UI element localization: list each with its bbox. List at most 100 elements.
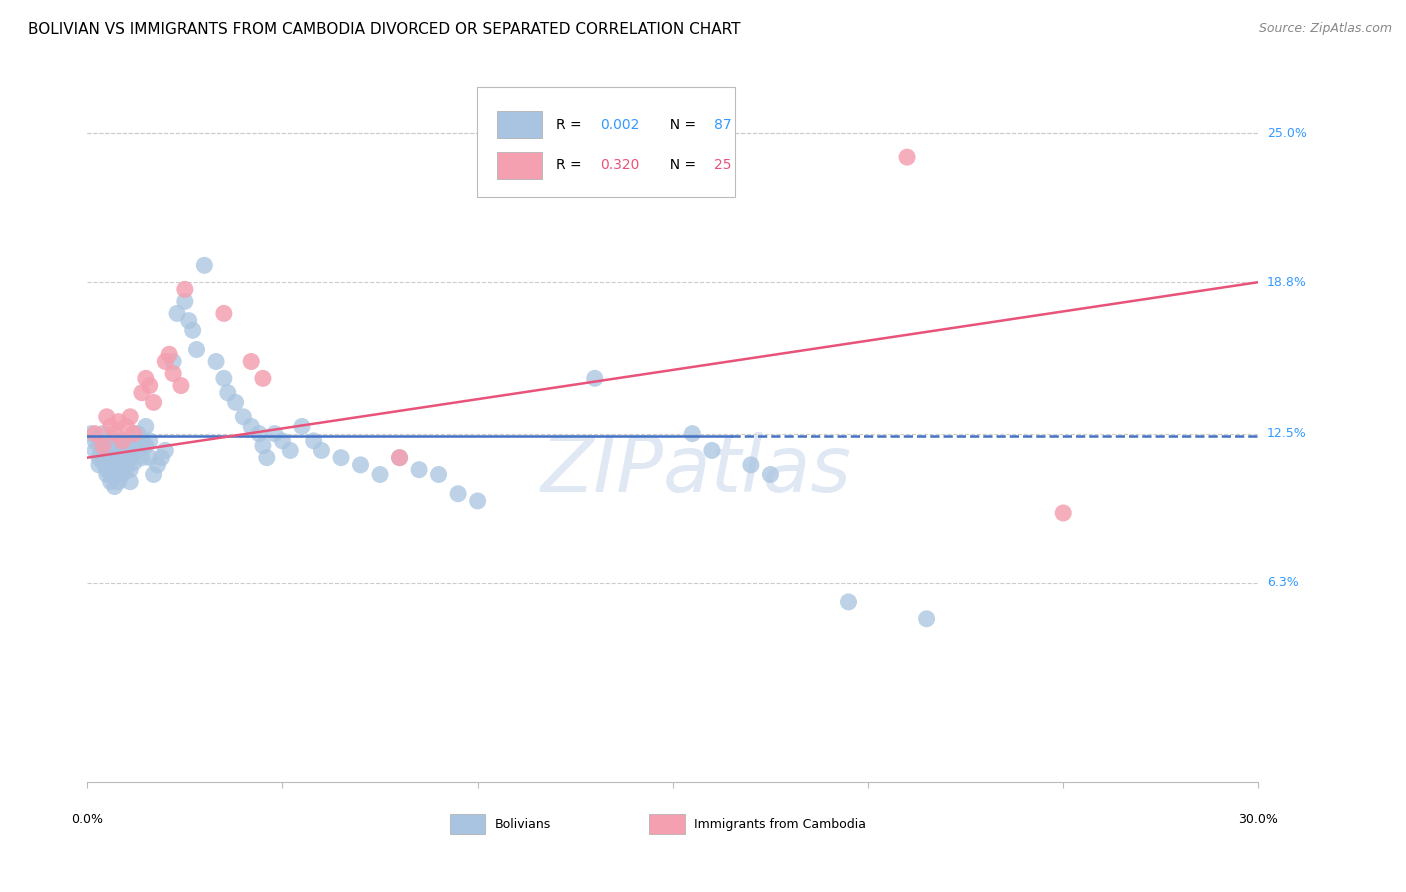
Text: 25: 25 (714, 158, 731, 172)
Point (127, 426, 149, 441)
Point (107, 415, 129, 429)
Point (212, 371, 235, 385)
Point (100, 419, 122, 434)
Point (256, 450, 278, 465)
Point (247, 426, 270, 441)
Point (115, 439, 138, 453)
FancyBboxPatch shape (498, 112, 541, 138)
Point (681, 426, 703, 441)
Text: 0.002: 0.002 (600, 118, 640, 132)
Point (142, 467, 165, 482)
Point (252, 439, 274, 453)
Text: Immigrants from Cambodia: Immigrants from Cambodia (695, 818, 866, 830)
Point (122, 426, 145, 441)
Point (263, 426, 285, 441)
Point (181, 323, 204, 337)
Text: 87: 87 (714, 118, 731, 132)
Point (96, 450, 118, 465)
Point (127, 443, 149, 458)
FancyBboxPatch shape (450, 814, 485, 834)
Point (1052, 506, 1074, 520)
Point (138, 450, 160, 465)
Point (427, 467, 450, 482)
Point (142, 395, 165, 409)
Point (173, 294, 195, 309)
Point (96, 409, 118, 424)
Point (155, 443, 177, 458)
Text: ZIPatlas: ZIPatlas (541, 433, 852, 508)
Point (759, 467, 782, 482)
Point (100, 467, 122, 482)
Text: R =: R = (555, 118, 586, 132)
Point (388, 450, 411, 465)
Point (103, 443, 125, 458)
Point (107, 475, 129, 489)
Point (155, 354, 177, 368)
Point (212, 306, 235, 320)
Point (240, 419, 263, 434)
Point (278, 443, 301, 458)
Point (122, 455, 145, 469)
Point (107, 434, 129, 448)
Point (96, 434, 118, 448)
Point (115, 463, 138, 477)
Point (91, 426, 114, 441)
Point (120, 463, 142, 477)
Point (84, 434, 107, 448)
Point (177, 313, 200, 327)
Point (120, 409, 142, 424)
Point (166, 306, 188, 320)
Point (120, 450, 142, 465)
Point (103, 467, 125, 482)
Point (170, 378, 193, 392)
Text: 25.0%: 25.0% (1267, 127, 1306, 139)
Point (111, 455, 134, 469)
Point (225, 395, 247, 409)
Point (87, 439, 110, 453)
Point (302, 434, 325, 448)
FancyBboxPatch shape (498, 152, 541, 178)
Text: 0.320: 0.320 (600, 158, 640, 172)
Point (100, 475, 122, 489)
Point (131, 385, 153, 400)
Point (84, 426, 107, 441)
Text: Bolivians: Bolivians (495, 818, 551, 830)
Point (111, 434, 134, 448)
Point (240, 354, 263, 368)
Point (330, 450, 353, 465)
Point (740, 458, 762, 472)
Point (205, 354, 228, 368)
Point (896, 150, 918, 164)
Point (173, 282, 195, 296)
FancyBboxPatch shape (650, 814, 685, 834)
Point (111, 467, 134, 482)
Text: BOLIVIAN VS IMMIGRANTS FROM CAMBODIA DIVORCED OR SEPARATED CORRELATION CHART: BOLIVIAN VS IMMIGRANTS FROM CAMBODIA DIV… (28, 22, 741, 37)
Point (186, 343, 208, 357)
Point (111, 443, 134, 458)
Point (837, 595, 859, 609)
Text: N =: N = (661, 118, 700, 132)
Point (311, 443, 333, 458)
Point (135, 439, 157, 453)
Point (138, 434, 160, 448)
Point (103, 458, 125, 472)
Point (100, 450, 122, 465)
Point (162, 354, 184, 368)
Point (193, 258, 215, 272)
Point (162, 367, 184, 381)
Point (96, 467, 118, 482)
Point (157, 347, 180, 361)
Point (103, 426, 125, 441)
Point (80, 426, 103, 441)
Point (150, 450, 173, 465)
Point (135, 371, 157, 385)
Point (447, 487, 470, 501)
Text: 0.0%: 0.0% (72, 813, 103, 826)
Point (91, 443, 114, 458)
Text: 12.5%: 12.5% (1267, 427, 1306, 440)
Point (120, 439, 142, 453)
Point (252, 371, 274, 385)
Point (115, 419, 138, 434)
Point (131, 434, 153, 448)
Point (271, 434, 294, 448)
